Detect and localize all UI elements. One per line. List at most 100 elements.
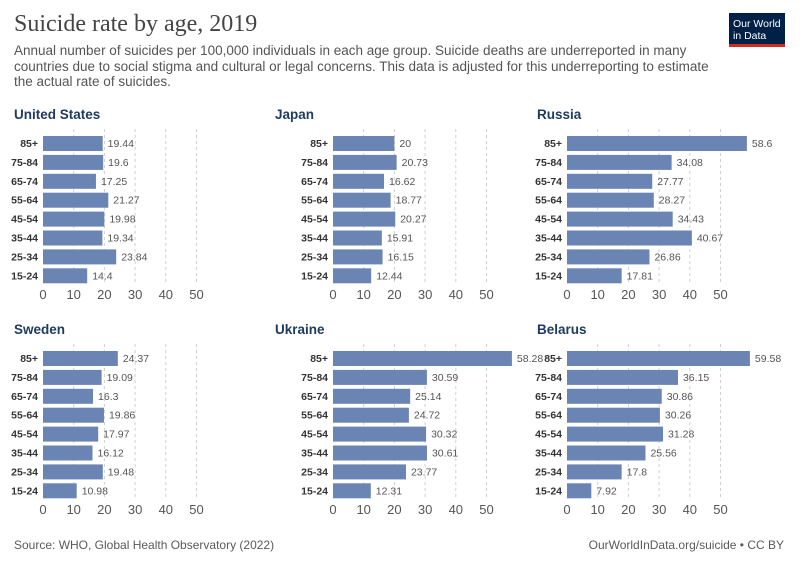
value-label: 7.92 xyxy=(596,485,617,497)
x-tick-label: 10 xyxy=(66,287,80,302)
bar-ukraine xyxy=(333,483,371,499)
category-label: 35-44 xyxy=(301,448,328,460)
x-tick-label: 30 xyxy=(418,287,432,302)
bar-japan xyxy=(333,230,382,246)
bar-japan xyxy=(333,211,396,227)
category-label: 15-24 xyxy=(11,270,38,282)
bar-united-states xyxy=(43,136,103,151)
category-label: 65-74 xyxy=(301,391,328,403)
x-tick-label: 30 xyxy=(652,287,666,302)
x-tick-label: 10 xyxy=(590,502,604,517)
value-label: 34.43 xyxy=(678,214,704,226)
value-label: 15.91 xyxy=(387,233,413,245)
bar-united-states xyxy=(43,230,103,246)
panel-title-japan: Japan xyxy=(275,107,314,122)
x-tick-label: 0 xyxy=(39,502,46,517)
bar-belarus xyxy=(567,464,622,480)
bar-japan xyxy=(333,154,397,170)
category-label: 85+ xyxy=(544,353,562,365)
category-label: 55-64 xyxy=(11,195,38,207)
bar-united-states xyxy=(43,211,105,227)
value-label: 17.25 xyxy=(101,176,127,188)
category-label: 25-34 xyxy=(535,466,562,478)
value-label: 16.3 xyxy=(98,391,119,403)
value-label: 16.12 xyxy=(97,448,123,460)
bar-sweden xyxy=(43,426,99,442)
value-label: 59.58 xyxy=(755,353,781,365)
category-label: 65-74 xyxy=(535,391,562,403)
bar-russia xyxy=(567,211,673,227)
x-tick-label: 40 xyxy=(449,502,463,517)
category-label: 35-44 xyxy=(301,233,328,245)
value-label: 17.81 xyxy=(627,270,653,282)
panel-title-sweden: Sweden xyxy=(14,322,65,337)
value-label: 27.77 xyxy=(657,176,683,188)
x-tick-label: 50 xyxy=(189,502,203,517)
bar-sweden xyxy=(43,369,102,385)
value-label: 19.48 xyxy=(108,466,134,478)
value-label: 58.28 xyxy=(517,353,543,365)
bar-russia xyxy=(567,173,653,189)
x-tick-label: 50 xyxy=(713,287,727,302)
bar-ukraine xyxy=(333,351,512,366)
bar-russia xyxy=(567,192,654,208)
x-tick-label: 30 xyxy=(128,287,142,302)
x-tick-label: 0 xyxy=(563,287,570,302)
category-label: 35-44 xyxy=(11,448,38,460)
bar-japan xyxy=(333,173,385,189)
chart-subtitle: Annual number of suicides per 100,000 in… xyxy=(14,43,709,89)
bar-sweden xyxy=(43,351,118,366)
category-label: 25-34 xyxy=(301,251,328,263)
category-label: 35-44 xyxy=(11,233,38,245)
bar-belarus xyxy=(567,426,664,442)
category-label: 15-24 xyxy=(301,485,328,497)
x-tick-label: 50 xyxy=(189,287,203,302)
category-label: 45-54 xyxy=(11,214,38,226)
bar-united-states xyxy=(43,173,96,189)
x-tick-label: 20 xyxy=(97,287,111,302)
bar-belarus xyxy=(567,369,678,385)
bar-ukraine xyxy=(333,369,427,385)
category-label: 85+ xyxy=(310,353,328,365)
value-label: 24.37 xyxy=(123,353,149,365)
bar-belarus xyxy=(567,407,660,423)
bar-united-states xyxy=(43,249,117,265)
owid-logo[interactable]: Our World in Data xyxy=(729,13,785,47)
category-label: 45-54 xyxy=(535,214,562,226)
value-label: 12.44 xyxy=(376,270,402,282)
bar-united-states xyxy=(43,268,88,284)
category-label: 85+ xyxy=(544,138,562,150)
value-label: 14.4 xyxy=(92,270,113,282)
panel-title-russia: Russia xyxy=(537,107,582,122)
value-label: 58.6 xyxy=(752,138,773,150)
x-tick-label: 10 xyxy=(356,287,370,302)
value-label: 30.59 xyxy=(432,372,458,384)
x-tick-label: 30 xyxy=(652,502,666,517)
category-label: 75-84 xyxy=(535,157,562,169)
x-tick-label: 10 xyxy=(356,502,370,517)
bar-japan xyxy=(333,192,391,208)
x-tick-label: 20 xyxy=(387,502,401,517)
bar-sweden xyxy=(43,388,94,404)
category-label: 15-24 xyxy=(11,485,38,497)
logo-line-2: in Data xyxy=(733,30,767,42)
bar-belarus xyxy=(567,388,662,404)
value-label: 16.62 xyxy=(389,176,415,188)
value-label: 40.67 xyxy=(697,233,723,245)
bar-united-states xyxy=(43,154,104,170)
value-label: 23.84 xyxy=(121,251,147,263)
credit-link[interactable]: OurWorldInData.org/suicide • CC BY xyxy=(588,538,784,552)
value-label: 19.44 xyxy=(108,138,134,150)
category-label: 55-64 xyxy=(11,410,38,422)
x-tick-label: 0 xyxy=(329,502,336,517)
category-label: 15-24 xyxy=(301,270,328,282)
bar-sweden xyxy=(43,445,93,461)
x-tick-label: 20 xyxy=(387,287,401,302)
value-label: 20 xyxy=(399,138,411,150)
category-label: 15-24 xyxy=(535,485,562,497)
value-label: 25.56 xyxy=(650,448,676,460)
bar-belarus xyxy=(567,445,646,461)
x-tick-label: 0 xyxy=(39,287,46,302)
bar-russia xyxy=(567,249,650,265)
value-label: 19.34 xyxy=(107,233,133,245)
